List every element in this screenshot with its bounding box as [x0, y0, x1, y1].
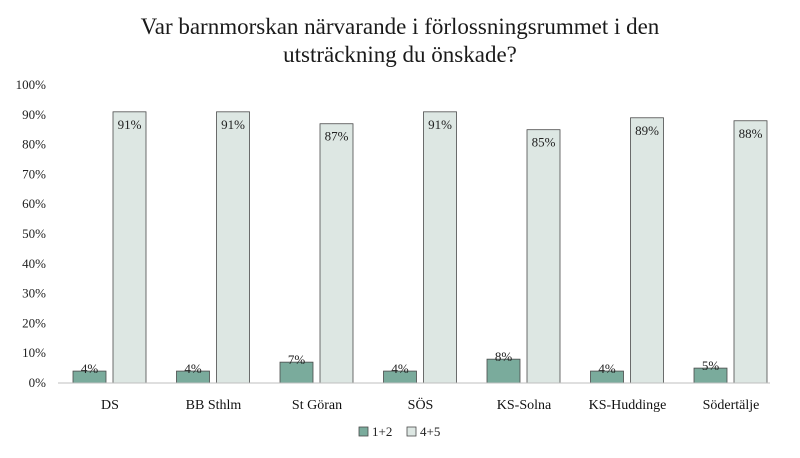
x-tick-label: SÖS: [408, 396, 434, 413]
data-label: 7%: [288, 352, 306, 367]
y-tick-label: 100%: [16, 77, 47, 92]
data-label: 4%: [391, 361, 409, 376]
data-label: 87%: [325, 129, 349, 144]
bar-4+5: [630, 117, 664, 384]
y-tick-label: 0%: [29, 375, 47, 390]
bar-4+5: [733, 120, 768, 384]
legend-label: 1+2: [372, 424, 392, 439]
chart-title-line-1: Var barnmorskan närvarande i förlossning…: [141, 14, 660, 39]
data-label: 4%: [598, 361, 616, 376]
bar-4+5: [423, 111, 457, 384]
data-label: 91%: [118, 117, 142, 132]
bar-4+5: [112, 111, 147, 384]
y-tick-label: 50%: [22, 226, 46, 241]
x-tick-label: St Göran: [292, 398, 342, 413]
legend: 1+2 4+5: [358, 424, 440, 439]
data-label: 88%: [739, 126, 763, 141]
legend-swatch-4+5: [406, 426, 417, 437]
data-label: 85%: [532, 135, 556, 150]
data-label: 8%: [495, 349, 513, 364]
legend-swatch-1+2: [358, 426, 369, 437]
bars: 4% 91% 4% 91% 7% 87% 4% 91% 8% 85% 4% 89% 5% 88%: [72, 111, 768, 384]
y-tick-label: 10%: [22, 345, 46, 360]
y-tick-label: 90%: [22, 107, 46, 122]
y-tick-label: 70%: [22, 166, 46, 181]
x-tick-label: DS: [101, 398, 119, 413]
y-tick-label: 30%: [22, 286, 46, 301]
data-label: 4%: [81, 361, 99, 376]
bar-4+5: [319, 123, 354, 384]
data-label: 89%: [635, 123, 659, 138]
data-label: 4%: [184, 361, 202, 376]
x-tick-label: KS-Solna: [497, 398, 552, 413]
x-tick-label: BB Sthlm: [186, 398, 242, 413]
x-tick-label: KS-Huddinge: [589, 398, 667, 413]
data-label: 5%: [702, 358, 720, 373]
data-label: 91%: [428, 117, 452, 132]
legend-label: 4+5: [420, 424, 440, 439]
y-axis: 0% 10% 20% 30% 40% 50% 60% 70% 80% 90% 100%: [16, 77, 47, 390]
bar-4+5: [216, 111, 250, 384]
x-axis: DS BB Sthlm St Göran SÖS KS-Solna KS-Huddinge…: [58, 382, 770, 413]
y-tick-label: 60%: [22, 196, 46, 211]
y-tick-label: 20%: [22, 315, 46, 330]
data-label: 91%: [221, 117, 245, 132]
y-tick-label: 40%: [22, 256, 46, 271]
bar-4+5: [526, 129, 561, 384]
y-tick-label: 80%: [22, 137, 46, 152]
x-tick-label: Södertälje: [703, 398, 760, 413]
chart-title: Var barnmorskan närvarande i förlossning…: [141, 14, 660, 67]
chart-title-line-2: utsträckning du önskade?: [283, 42, 517, 67]
